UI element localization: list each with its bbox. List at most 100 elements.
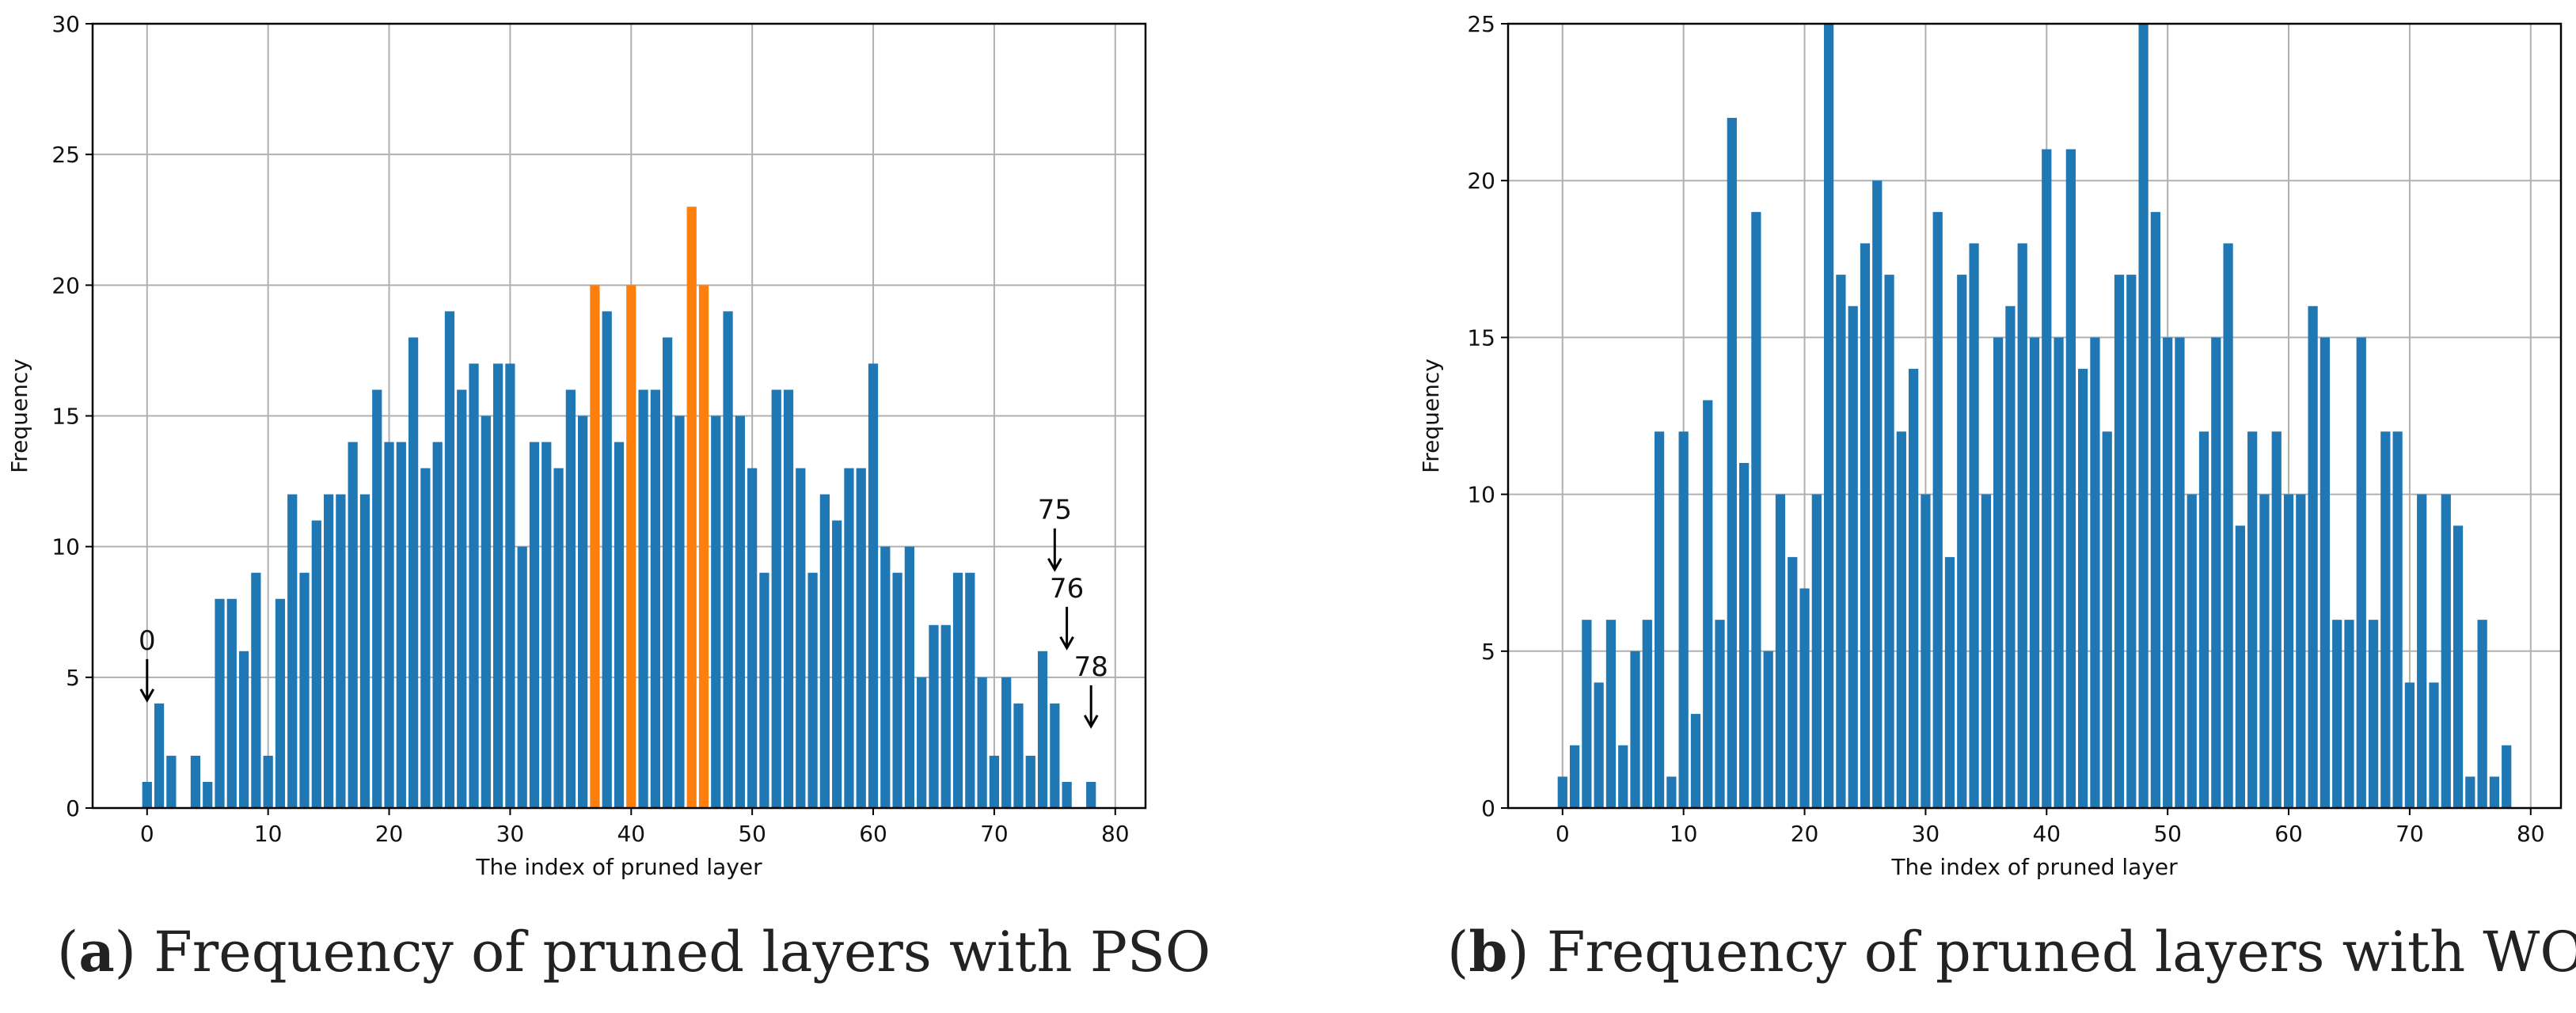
- bar: [1582, 620, 1592, 808]
- bar: [2356, 337, 2366, 808]
- y-tick-label: 30: [51, 11, 80, 37]
- bar: [1981, 494, 1991, 808]
- y-tick-label: 0: [1481, 795, 1495, 821]
- y-tick-label: 15: [51, 404, 80, 430]
- bar: [2259, 494, 2270, 808]
- annotation-label: 0: [139, 625, 156, 657]
- bar: [1884, 275, 1894, 808]
- x-tick-label: 40: [617, 821, 645, 847]
- bar: [2090, 337, 2100, 808]
- bar: [1618, 745, 1628, 808]
- bar: [2441, 494, 2451, 808]
- bar: [1678, 431, 1689, 808]
- bar: [553, 468, 564, 808]
- bar: [1727, 117, 1737, 809]
- chart-woa: 0 10 20 30 40 50 60 70 80 0 5 10 15 20 25 The index of …: [1418, 11, 2563, 880]
- bar: [190, 755, 201, 808]
- x-tick-label: 20: [375, 821, 404, 847]
- bar: [238, 651, 249, 808]
- bar: [1013, 703, 1024, 808]
- bar: [2247, 431, 2258, 808]
- bar: [408, 337, 419, 808]
- bar: [1086, 781, 1096, 808]
- bar: [2102, 431, 2112, 808]
- bar: [759, 572, 769, 808]
- x-tick-label: 20: [1791, 821, 1819, 847]
- bar: [1969, 243, 1979, 809]
- bar: [2065, 149, 2076, 808]
- bar: [2489, 776, 2500, 808]
- bar: [2114, 275, 2125, 808]
- x-tick-label: 0: [140, 821, 154, 847]
- x-axis-label: The index of pruned layer: [1890, 854, 2178, 880]
- bar: [420, 468, 431, 808]
- bar: [2175, 337, 2185, 808]
- bar: [517, 546, 527, 808]
- caption-a: (a) Frequency of pruned layers with PSO: [57, 919, 1211, 985]
- bar: [1872, 180, 1883, 808]
- bar: [1703, 400, 1713, 808]
- bar: [1824, 24, 1834, 808]
- bar: [952, 572, 963, 808]
- bar: [1037, 651, 1048, 808]
- annotation-arrow-head: [1083, 715, 1099, 729]
- bar: [2308, 305, 2318, 808]
- bar: [2029, 337, 2040, 808]
- annotation-label: 76: [1050, 573, 1084, 605]
- x-tick-label: 60: [2274, 821, 2303, 847]
- annotation-arrow-head: [1047, 557, 1062, 572]
- y-tick-label: 10: [1467, 482, 1495, 508]
- x-tick-label: 10: [254, 821, 283, 847]
- bar: [1944, 556, 1955, 808]
- bar: [529, 442, 540, 808]
- bar: [1921, 494, 1931, 808]
- y-tick-label: 5: [66, 665, 80, 691]
- bar: [299, 572, 310, 808]
- bar: [2283, 494, 2294, 808]
- x-tick-label: 70: [980, 821, 1009, 847]
- bar: [2235, 525, 2245, 808]
- y-tick-label: 25: [51, 142, 80, 168]
- bar: [674, 415, 685, 808]
- x-tick-label: 50: [738, 821, 766, 847]
- bar: [578, 415, 588, 808]
- bar: [2150, 211, 2160, 809]
- bar: [2078, 369, 2088, 808]
- caption-a-letter: a: [78, 919, 115, 985]
- x-tick-label: 50: [2153, 821, 2182, 847]
- bar: [2017, 243, 2027, 809]
- bar: [215, 598, 225, 808]
- bar: [2042, 149, 2052, 808]
- axes-frame: [1506, 22, 2563, 810]
- bar: [1654, 431, 1665, 808]
- bar: [1630, 651, 1640, 808]
- bar: [819, 494, 830, 808]
- bar: [940, 624, 951, 808]
- bar: [1001, 677, 1012, 808]
- bar: [1569, 745, 1580, 808]
- bar: [1811, 494, 1822, 808]
- bar: [396, 442, 406, 808]
- bar: [2054, 337, 2064, 808]
- bar: [904, 546, 915, 808]
- bar: [384, 442, 394, 808]
- bar: [1896, 431, 1906, 808]
- chart-pso: 0 10 20 30 40 50 60 70 80 0 5 10 15 20 25 30 The index o…: [6, 11, 1147, 880]
- annotation-label: 75: [1038, 495, 1072, 526]
- bar: [251, 572, 261, 808]
- bar: [807, 572, 818, 808]
- bar: [771, 389, 781, 809]
- bar: [1836, 275, 1846, 808]
- bar: [2368, 620, 2379, 808]
- bar: [917, 677, 927, 808]
- bar: [965, 572, 975, 808]
- bar: [1860, 243, 1871, 809]
- bar: [2502, 745, 2512, 808]
- bar: [2005, 305, 2016, 808]
- caption-b: (b) Frequency of pruned layers with WOA: [1447, 924, 2576, 981]
- bar: [2296, 494, 2306, 808]
- bar: [1557, 776, 1567, 808]
- y-tick-label: 10: [51, 534, 80, 560]
- bar: [2429, 682, 2439, 808]
